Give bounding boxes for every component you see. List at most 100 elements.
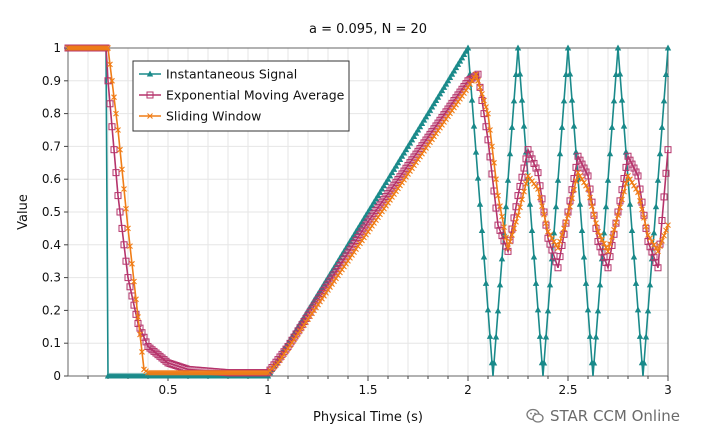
data-point	[617, 204, 623, 211]
data-point	[646, 281, 654, 288]
data-point	[444, 77, 452, 84]
data-point	[129, 260, 135, 267]
data-point	[504, 176, 512, 183]
data-point	[493, 176, 499, 183]
data-point	[498, 255, 506, 262]
data-point	[465, 84, 471, 91]
data-point	[425, 142, 431, 148]
data-point	[489, 143, 495, 150]
data-point	[387, 197, 393, 203]
data-point	[443, 116, 449, 122]
data-point	[637, 197, 643, 204]
data-point	[376, 188, 384, 195]
data-point	[437, 124, 443, 131]
data-point	[542, 333, 550, 340]
data-point	[398, 152, 406, 159]
watermark-text: STAR CCM Online	[549, 407, 680, 425]
data-point	[593, 220, 599, 227]
data-point	[576, 156, 584, 164]
data-point	[534, 306, 542, 313]
data-point	[647, 235, 653, 242]
data-point	[568, 96, 576, 103]
y-axis: 0 0.1 0.2 0.3 0.4 0.5 0.6 0.7 0.8 0.9 1	[42, 41, 68, 383]
data-point	[655, 248, 661, 255]
data-point	[573, 178, 579, 185]
data-point	[116, 208, 124, 216]
data-point	[340, 247, 348, 254]
data-point	[453, 101, 459, 108]
data-point	[115, 127, 121, 133]
data-point	[594, 307, 602, 314]
data-point	[476, 83, 484, 91]
data-point	[523, 180, 529, 187]
data-point	[358, 218, 366, 225]
data-point	[127, 243, 133, 250]
data-point	[664, 146, 672, 154]
data-point	[480, 253, 488, 260]
data-point	[557, 238, 563, 245]
data-point	[126, 283, 134, 291]
data-point	[483, 104, 489, 110]
watermark: STAR CCM Online	[526, 407, 680, 425]
data-point	[299, 325, 305, 331]
data-point	[104, 77, 112, 85]
data-point	[664, 44, 672, 51]
data-point	[641, 215, 647, 221]
data-point	[481, 97, 487, 104]
data-point	[414, 126, 422, 133]
data-point	[301, 322, 307, 328]
data-point	[634, 172, 642, 180]
data-point	[628, 160, 636, 168]
data-point	[418, 119, 426, 126]
data-point	[517, 204, 523, 211]
data-point	[554, 176, 562, 183]
data-point	[520, 122, 528, 129]
series-2	[65, 45, 671, 376]
data-point	[333, 275, 339, 282]
legend-label: Instantaneous Signal	[166, 67, 297, 82]
data-point	[428, 103, 436, 110]
data-point	[342, 244, 350, 251]
data-point	[321, 292, 327, 299]
data-point	[618, 96, 626, 103]
data-point	[347, 255, 353, 261]
data-point	[654, 176, 662, 183]
data-point	[644, 307, 652, 314]
data-point	[556, 253, 564, 261]
data-point	[579, 176, 585, 183]
data-point	[350, 231, 358, 238]
data-point	[563, 218, 569, 225]
series-layer	[64, 44, 672, 379]
data-point	[560, 97, 568, 104]
data-point	[543, 220, 549, 227]
data-point	[658, 123, 666, 130]
data-point	[283, 348, 289, 355]
y-tick-label: 0	[53, 369, 61, 383]
data-point	[576, 200, 584, 207]
data-point	[544, 307, 552, 314]
data-point	[548, 255, 556, 262]
data-point	[313, 304, 319, 311]
data-point	[281, 351, 287, 358]
data-point	[613, 219, 619, 226]
data-point	[507, 238, 513, 245]
data-point	[604, 264, 612, 272]
data-point	[660, 97, 668, 104]
data-point	[401, 176, 407, 183]
data-point	[417, 153, 423, 160]
wechat-icon	[526, 408, 544, 423]
data-point	[349, 252, 355, 258]
data-point	[422, 113, 430, 120]
data-point	[644, 238, 652, 246]
data-point	[121, 186, 127, 192]
data-point	[464, 44, 472, 51]
legend-item: Sliding Window	[139, 109, 261, 124]
data-point	[139, 349, 145, 355]
data-point	[526, 150, 534, 158]
data-point	[582, 168, 590, 176]
data-point	[552, 203, 560, 210]
data-point	[615, 212, 621, 219]
data-point	[367, 225, 373, 232]
data-point	[532, 279, 540, 286]
data-point	[467, 81, 473, 87]
